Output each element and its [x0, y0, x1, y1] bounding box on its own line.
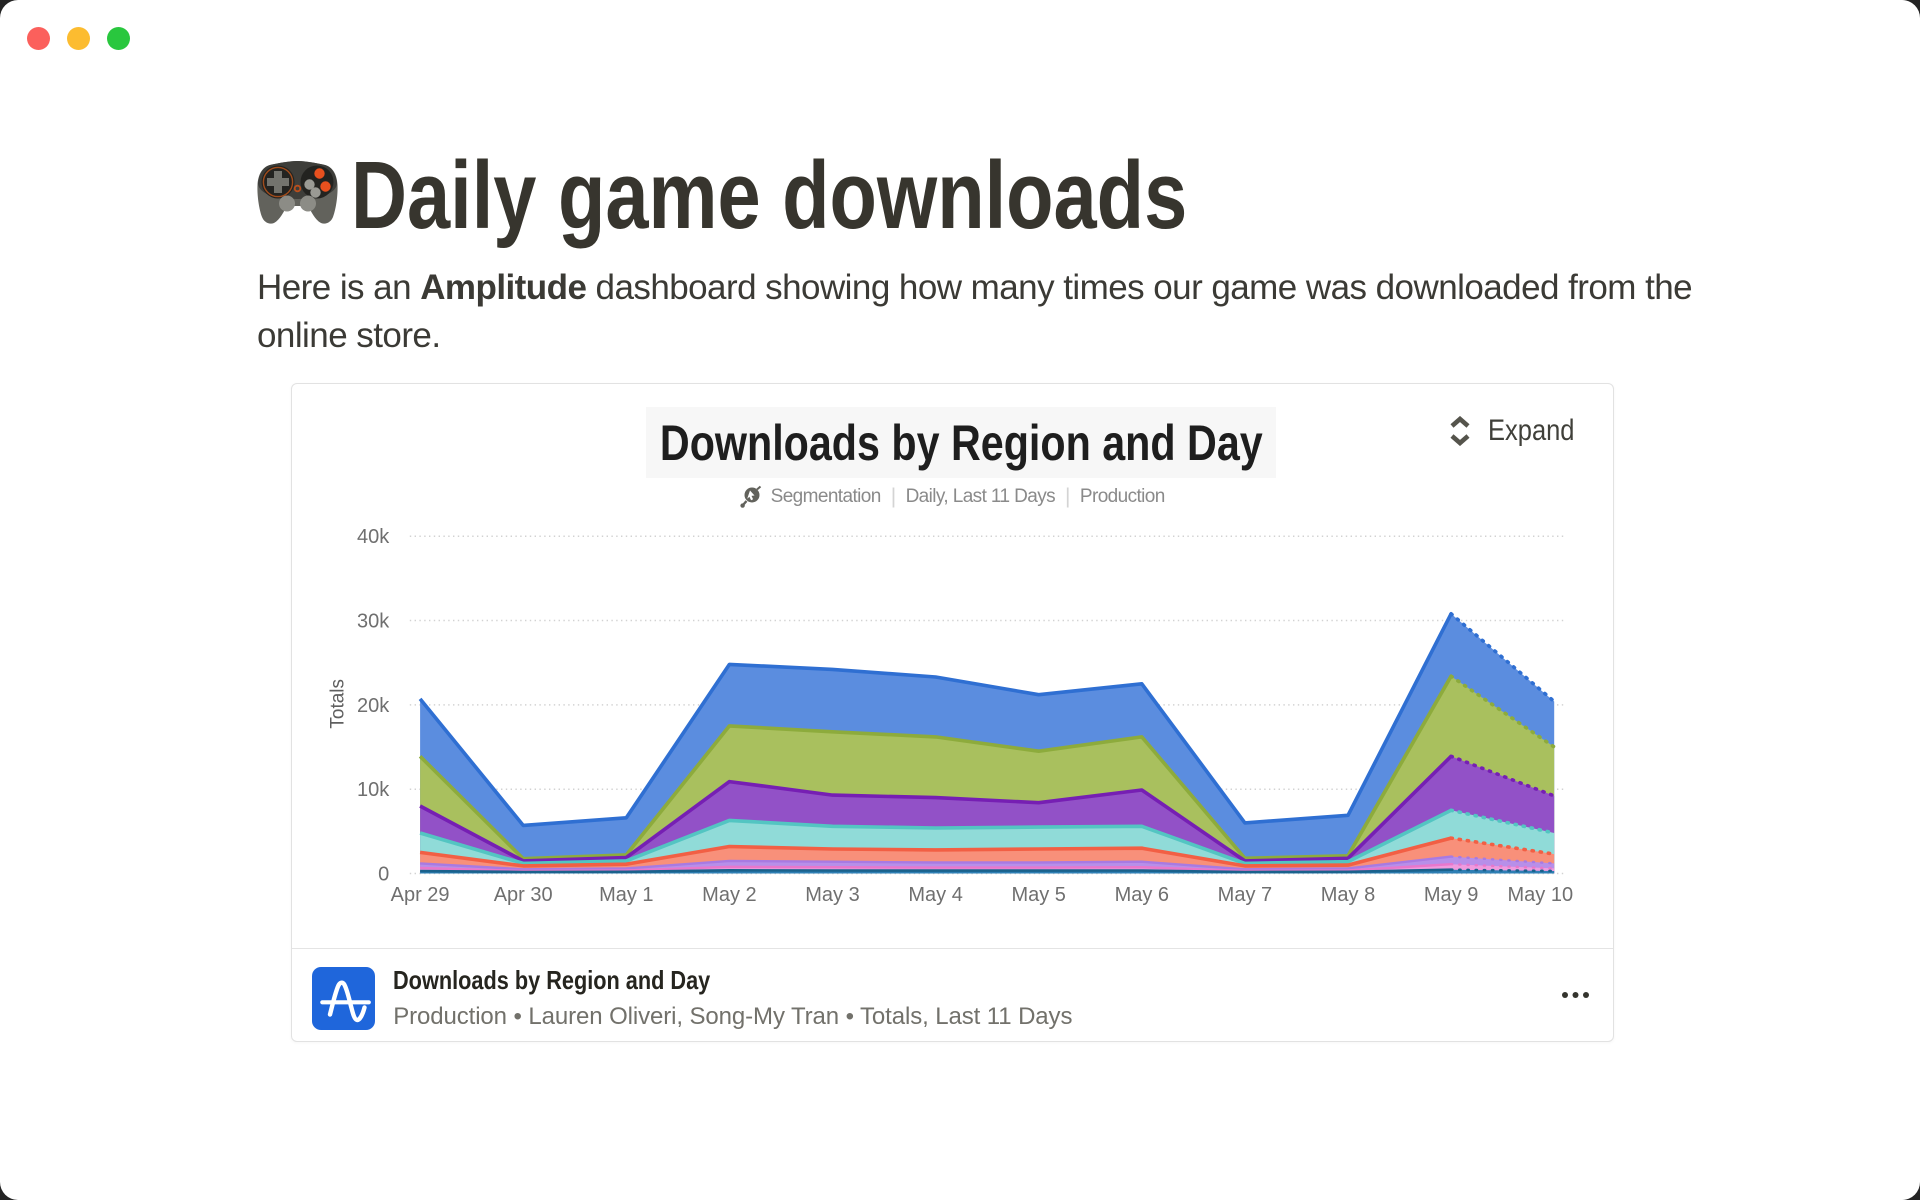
svg-text:May 3: May 3: [805, 884, 859, 906]
svg-text:May 10: May 10: [1508, 884, 1574, 906]
svg-text:May 6: May 6: [1115, 884, 1169, 906]
svg-text:0: 0: [378, 864, 389, 886]
svg-text:Apr 29: Apr 29: [391, 884, 450, 906]
svg-text:40k: 40k: [357, 526, 390, 548]
svg-text:20k: 20k: [357, 695, 390, 717]
svg-text:May 4: May 4: [909, 884, 963, 906]
svg-text:Totals: Totals: [328, 679, 349, 729]
svg-text:May 5: May 5: [1012, 884, 1066, 906]
svg-text:May 9: May 9: [1424, 884, 1478, 906]
svg-text:30k: 30k: [357, 611, 390, 633]
svg-text:Apr 30: Apr 30: [494, 884, 553, 906]
svg-text:May 7: May 7: [1218, 884, 1272, 906]
svg-text:May 2: May 2: [702, 884, 756, 906]
svg-text:May 1: May 1: [599, 884, 653, 906]
svg-text:10k: 10k: [357, 779, 390, 801]
svg-text:May 8: May 8: [1321, 884, 1375, 906]
